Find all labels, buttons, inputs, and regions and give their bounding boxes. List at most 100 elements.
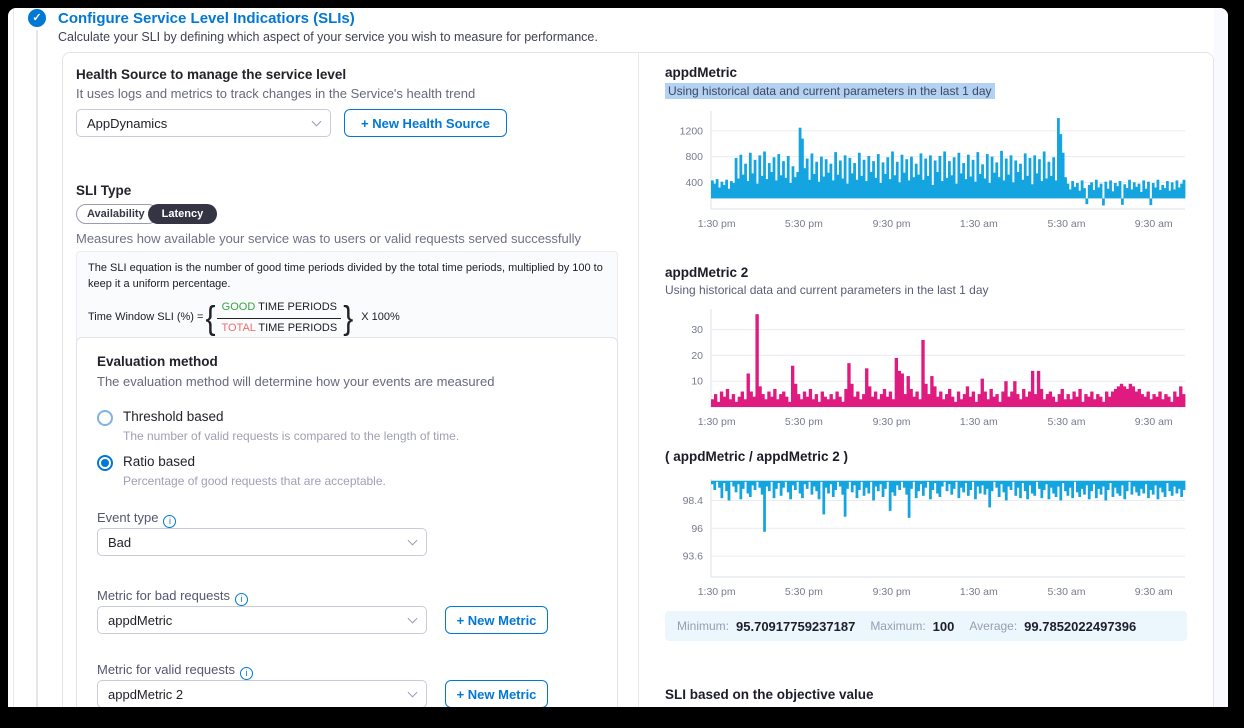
metric-valid-value: appdMetric 2	[108, 686, 184, 702]
event-type-select[interactable]: Bad	[97, 528, 427, 556]
svg-text:10: 10	[691, 376, 703, 388]
info-icon[interactable]: i	[163, 515, 177, 528]
sli-type-toggle: Availability Latency	[76, 204, 218, 224]
radio-ratio-based[interactable]	[97, 455, 113, 471]
tab-latency[interactable]: Latency	[147, 204, 218, 224]
metric-valid-label: Metric for valid requests i	[97, 662, 253, 680]
chart2-subtitle: Using historical data and current parame…	[665, 283, 989, 297]
svg-text:1:30 am: 1:30 am	[960, 416, 998, 428]
health-source-select[interactable]: AppDynamics	[76, 109, 331, 137]
chart1-title: appdMetric	[665, 65, 738, 80]
chevron-down-icon	[311, 116, 322, 126]
health-source-value: AppDynamics	[87, 115, 168, 131]
chevron-down-icon	[407, 687, 418, 697]
metric-bad-label: Metric for bad requests i	[97, 588, 248, 606]
metric-bad-select[interactable]: appdMetric	[97, 606, 427, 634]
svg-text:9:30 am: 9:30 am	[1135, 586, 1173, 598]
svg-text:9:30 am: 9:30 am	[1135, 416, 1173, 428]
info-icon[interactable]: i	[240, 667, 253, 680]
evaluation-desc: The evaluation method will determine how…	[97, 374, 495, 389]
equation-suffix: X 100%	[361, 311, 400, 324]
svg-text:1:30 pm: 1:30 pm	[698, 586, 736, 598]
open-brace: {	[205, 300, 216, 337]
maximum-value: 100	[932, 618, 955, 634]
average-value: 99.7852022497396	[1024, 618, 1137, 634]
wizard-stepper-line	[36, 30, 38, 707]
equation-fraction: GOOD TIME PERIODS TOTAL TIME PERIODS	[217, 300, 342, 337]
new-health-source-button[interactable]: + New Health Source	[344, 109, 507, 137]
svg-text:5:30 am: 5:30 am	[1048, 416, 1086, 428]
equation-numerator: GOOD TIME PERIODS	[217, 300, 342, 319]
svg-text:5:30 am: 5:30 am	[1048, 218, 1086, 230]
health-source-desc: It uses logs and metrics to track change…	[76, 86, 476, 101]
equation-formula: Time Window SLI (%) = { GOOD TIME PERIOD…	[88, 300, 606, 337]
column-divider	[638, 53, 639, 707]
svg-text:1200: 1200	[680, 125, 704, 137]
equation-sentence: The SLI equation is the number of good t…	[88, 262, 603, 290]
svg-text:5:30 pm: 5:30 pm	[785, 586, 823, 598]
app-surface: ✓ Configure Service Level Indicatiors (S…	[8, 8, 1228, 707]
close-brace: }	[343, 300, 354, 337]
sli-equation-box: The SLI equation is the number of good t…	[76, 251, 618, 347]
new-metric-button-valid[interactable]: + New Metric	[445, 680, 548, 707]
event-type-label: Event type i	[97, 510, 177, 528]
svg-text:1:30 pm: 1:30 pm	[698, 416, 736, 428]
metric-bad-value: appdMetric	[108, 612, 173, 628]
radio-threshold-desc: The number of valid requests is compared…	[123, 429, 460, 443]
tab-availability[interactable]: Availability	[76, 204, 158, 224]
maximum-label: Maximum:	[870, 619, 926, 633]
step-complete-check-icon: ✓	[28, 9, 46, 27]
ratio-stats-bar: Minimum: 95.70917759237187 Maximum: 100 …	[665, 611, 1187, 641]
svg-text:9:30 pm: 9:30 pm	[873, 218, 911, 230]
equation-denominator: TOTAL TIME PERIODS	[221, 321, 338, 334]
sli-type-desc: Measures how available your service was …	[76, 231, 582, 246]
svg-text:1:30 am: 1:30 am	[960, 218, 998, 230]
svg-text:93.6: 93.6	[683, 551, 704, 563]
svg-text:5:30 am: 5:30 am	[1048, 586, 1086, 598]
info-icon[interactable]: i	[234, 593, 248, 606]
svg-text:98.4: 98.4	[683, 495, 704, 507]
page-subtitle: Calculate your SLI by defining which asp…	[58, 30, 598, 44]
chart2-title: appdMetric 2	[665, 265, 749, 280]
svg-text:1:30 am: 1:30 am	[960, 586, 998, 598]
sli-type-label: SLI Type	[76, 183, 132, 198]
average-label: Average:	[969, 619, 1018, 633]
chart3-ratio: 93.6 96 98.4 1:30 pm 5:30 pm 9:30 pm 1:30 am 5:…	[665, 473, 1193, 606]
new-metric-button-bad[interactable]: + New Metric	[445, 606, 548, 634]
radio-threshold-based[interactable]	[97, 410, 113, 426]
svg-text:1:30 pm: 1:30 pm	[698, 218, 736, 230]
event-type-value: Bad	[108, 534, 132, 550]
svg-text:9:30 am: 9:30 am	[1135, 218, 1173, 230]
radio-ratio-desc: Percentage of good requests that are acc…	[123, 474, 386, 488]
svg-text:9:30 pm: 9:30 pm	[873, 586, 911, 598]
chevron-down-icon	[407, 613, 418, 623]
chart3-title: ( appdMetric / appdMetric 2 )	[665, 449, 849, 464]
outer-guide-line	[13, 8, 14, 707]
chart2-appdmetric2: 10 20 30 1:30 pm 5:30 pm 9:30 pm 1:30 am 5:30 a…	[665, 303, 1193, 436]
radio-ratio-label[interactable]: Ratio based	[123, 454, 196, 469]
sli-objective-heading: SLI based on the objective value	[665, 687, 874, 702]
evaluation-method-card: Evaluation method The evaluation method …	[76, 337, 618, 707]
svg-text:30: 30	[691, 324, 703, 336]
svg-text:400: 400	[685, 177, 703, 189]
chart1-subtitle: Using historical data and current parame…	[665, 83, 995, 99]
equation-prefix: Time Window SLI (%) =	[88, 311, 204, 324]
page-title: Configure Service Level Indicatiors (SLI…	[58, 10, 355, 27]
page-background-strip	[1214, 8, 1228, 707]
evaluation-title: Evaluation method	[97, 354, 218, 369]
minimum-value: 95.70917759237187	[736, 618, 856, 634]
svg-text:5:30 pm: 5:30 pm	[785, 218, 823, 230]
minimum-label: Minimum:	[677, 619, 730, 633]
svg-text:5:30 pm: 5:30 pm	[785, 416, 823, 428]
chevron-down-icon	[407, 535, 418, 545]
svg-text:9:30 pm: 9:30 pm	[873, 416, 911, 428]
chart1-appdmetric: 400 800 1200 1:30 pm 5:30 pm 9:30 pm 1:30 am 5:…	[665, 105, 1193, 238]
sli-config-card: Health Source to manage the service leve…	[62, 52, 1214, 707]
health-source-label: Health Source to manage the service leve…	[76, 67, 347, 82]
radio-threshold-label[interactable]: Threshold based	[123, 409, 224, 424]
svg-text:20: 20	[691, 350, 703, 362]
svg-text:800: 800	[685, 151, 703, 163]
svg-text:96: 96	[691, 523, 703, 535]
metric-valid-select[interactable]: appdMetric 2	[97, 680, 427, 707]
